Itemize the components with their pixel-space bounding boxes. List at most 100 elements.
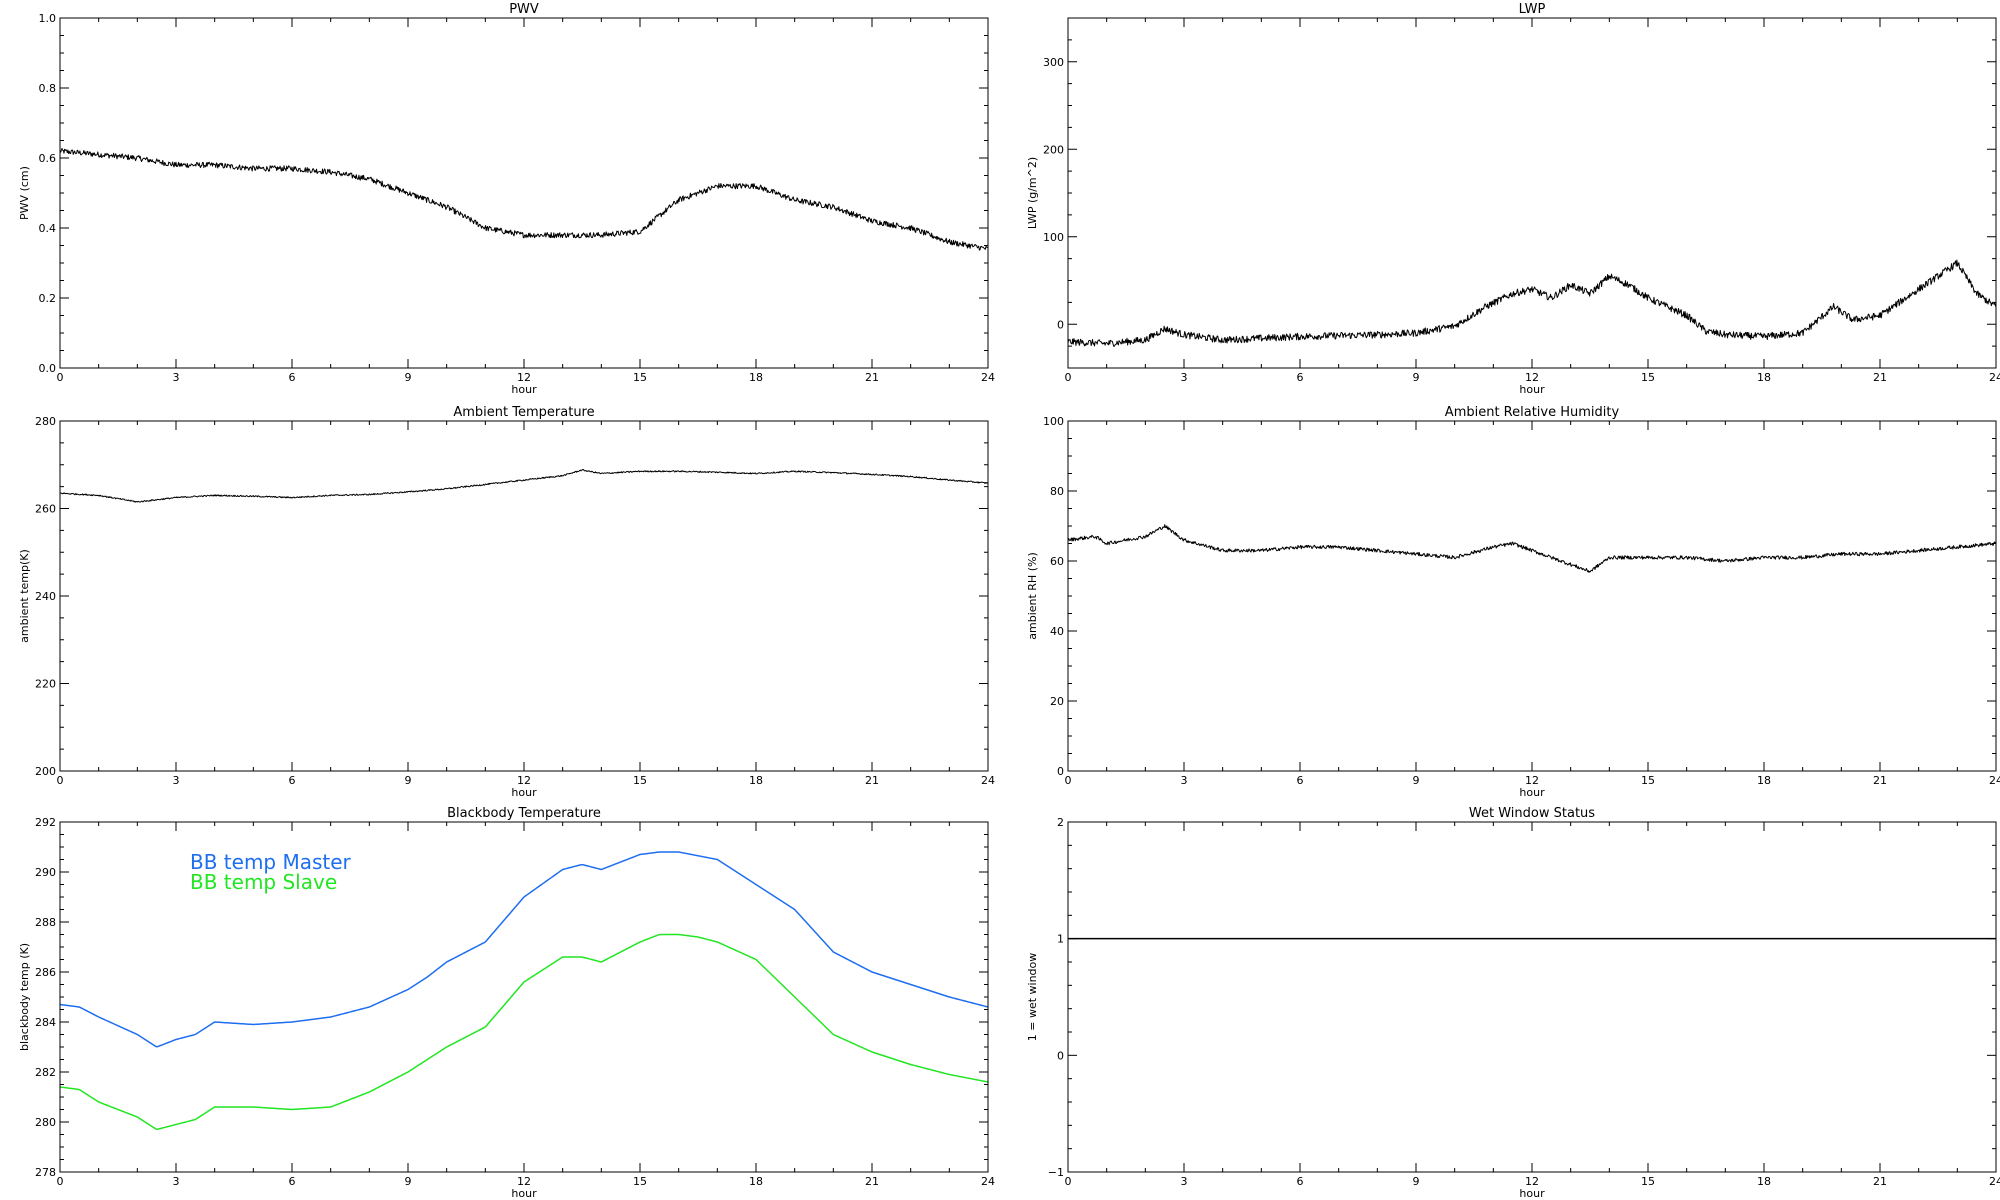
y-tick-label: 282 [35,1066,56,1079]
x-tick-label: 3 [1181,371,1188,384]
x-axis-label: hour [511,1187,537,1200]
series-line-1 [59,851,989,1048]
x-tick-label: 24 [981,371,995,384]
y-axis-label: blackbody temp (K) [18,943,31,1051]
legend-entry-2: BB temp Slave [190,870,337,894]
x-tick-label: 24 [981,1175,995,1188]
y-tick-label: 100 [1043,231,1064,244]
y-tick-label: 0.6 [39,152,57,165]
x-tick-label: 6 [1297,774,1304,787]
x-tick-label: 12 [517,774,531,787]
x-tick-label: 0 [57,1175,64,1188]
x-tick-label: 15 [1641,371,1655,384]
y-tick-label: 280 [35,1116,56,1129]
x-tick-label: 15 [633,774,647,787]
y-tick-label: 80 [1050,485,1064,498]
x-tick-label: 18 [1757,371,1771,384]
y-tick-label: 1.0 [39,12,57,25]
x-tick-label: 0 [57,371,64,384]
panel-title: LWP [1519,2,1546,17]
y-tick-label: 284 [35,1016,56,1029]
x-tick-label: 18 [749,371,763,384]
x-tick-label: 18 [749,1175,763,1188]
series-line-1 [1067,259,1997,347]
panel-title: PWV [509,2,539,17]
y-tick-label: 0.2 [39,292,57,305]
x-tick-label: 0 [1065,371,1072,384]
x-tick-label: 9 [405,1175,412,1188]
y-tick-label: 0 [1057,765,1064,778]
y-axis-label: ambient RH (%) [1026,552,1039,640]
x-tick-label: 0 [1065,774,1072,787]
y-axis-label: ambient temp(K) [18,549,31,643]
x-tick-label: 6 [289,774,296,787]
legend-entry-1: BB temp Master [190,850,352,874]
x-tick-label: 21 [865,1175,879,1188]
x-tick-label: 6 [1297,1175,1304,1188]
x-tick-label: 3 [173,1175,180,1188]
y-axis-label: PWV (cm) [18,166,31,220]
x-tick-label: 15 [1641,1175,1655,1188]
x-tick-label: 21 [865,371,879,384]
x-tick-label: 21 [1873,774,1887,787]
y-tick-label: 1 [1057,933,1064,946]
y-tick-label: 0 [1057,1049,1064,1062]
panel-3: Ambient Temperature 0 3 6 9 12 15 18 21 24 200 220 2… [18,405,995,799]
series-line-1 [59,147,989,251]
x-tick-label: 3 [1181,774,1188,787]
x-tick-label: 9 [1413,371,1420,384]
x-tick-label: 3 [1181,1175,1188,1188]
y-axis-label: LWP (g/m^2) [1026,157,1039,229]
x-tick-label: 24 [1989,371,2000,384]
x-tick-label: 6 [289,1175,296,1188]
y-tick-label: 220 [35,678,56,691]
x-tick-label: 0 [1065,1175,1072,1188]
x-tick-label: 21 [865,774,879,787]
y-tick-label: 20 [1050,695,1064,708]
y-tick-label: 288 [35,916,56,929]
x-tick-label: 9 [405,774,412,787]
x-axis-label: hour [511,786,537,799]
y-axis-label: 1 = wet window [1026,953,1039,1042]
y-tick-label: 100 [1043,415,1064,428]
x-tick-label: 21 [1873,371,1887,384]
y-tick-label: 290 [35,866,56,879]
x-axis-label: hour [1519,786,1545,799]
y-tick-label: 240 [35,590,56,603]
x-tick-label: 9 [1413,774,1420,787]
x-tick-label: 18 [1757,1175,1771,1188]
y-tick-label: 200 [1043,143,1064,156]
panel-title: Wet Window Status [1469,806,1595,821]
y-tick-label: 0.4 [39,222,57,235]
x-tick-label: 6 [289,371,296,384]
x-tick-label: 15 [633,1175,647,1188]
y-tick-label: 200 [35,765,56,778]
x-tick-label: 12 [1525,1175,1539,1188]
x-tick-label: 9 [405,371,412,384]
y-tick-label: 0.0 [39,362,57,375]
series-line-2 [59,933,989,1131]
x-tick-label: 0 [57,774,64,787]
y-tick-label: 260 [35,503,56,516]
x-tick-label: 24 [1989,774,2000,787]
y-tick-label: 0.8 [39,82,57,95]
x-tick-label: 12 [1525,774,1539,787]
panel-1: PWV 0 3 6 9 12 15 18 21 24 0.0 0.2 0.4 0.6 0.8 1.0 hour P… [18,2,995,396]
series-line-1 [59,469,989,503]
panel-title: Ambient Temperature [453,405,594,420]
series-line-1 [1067,524,1997,573]
y-tick-label: 40 [1050,625,1064,638]
y-tick-label: 300 [1043,56,1064,69]
x-tick-label: 12 [517,1175,531,1188]
x-axis-label: hour [1519,383,1545,396]
panel-4: Ambient Relative Humidity 0 3 6 9 12 15 18 21 24 0… [1026,405,2000,799]
y-tick-label: 286 [35,966,56,979]
y-tick-label: 292 [35,816,56,829]
y-tick-label: 278 [35,1166,56,1179]
y-tick-label: 2 [1057,816,1064,829]
x-tick-label: 3 [173,774,180,787]
x-tick-label: 21 [1873,1175,1887,1188]
x-tick-label: 3 [173,371,180,384]
